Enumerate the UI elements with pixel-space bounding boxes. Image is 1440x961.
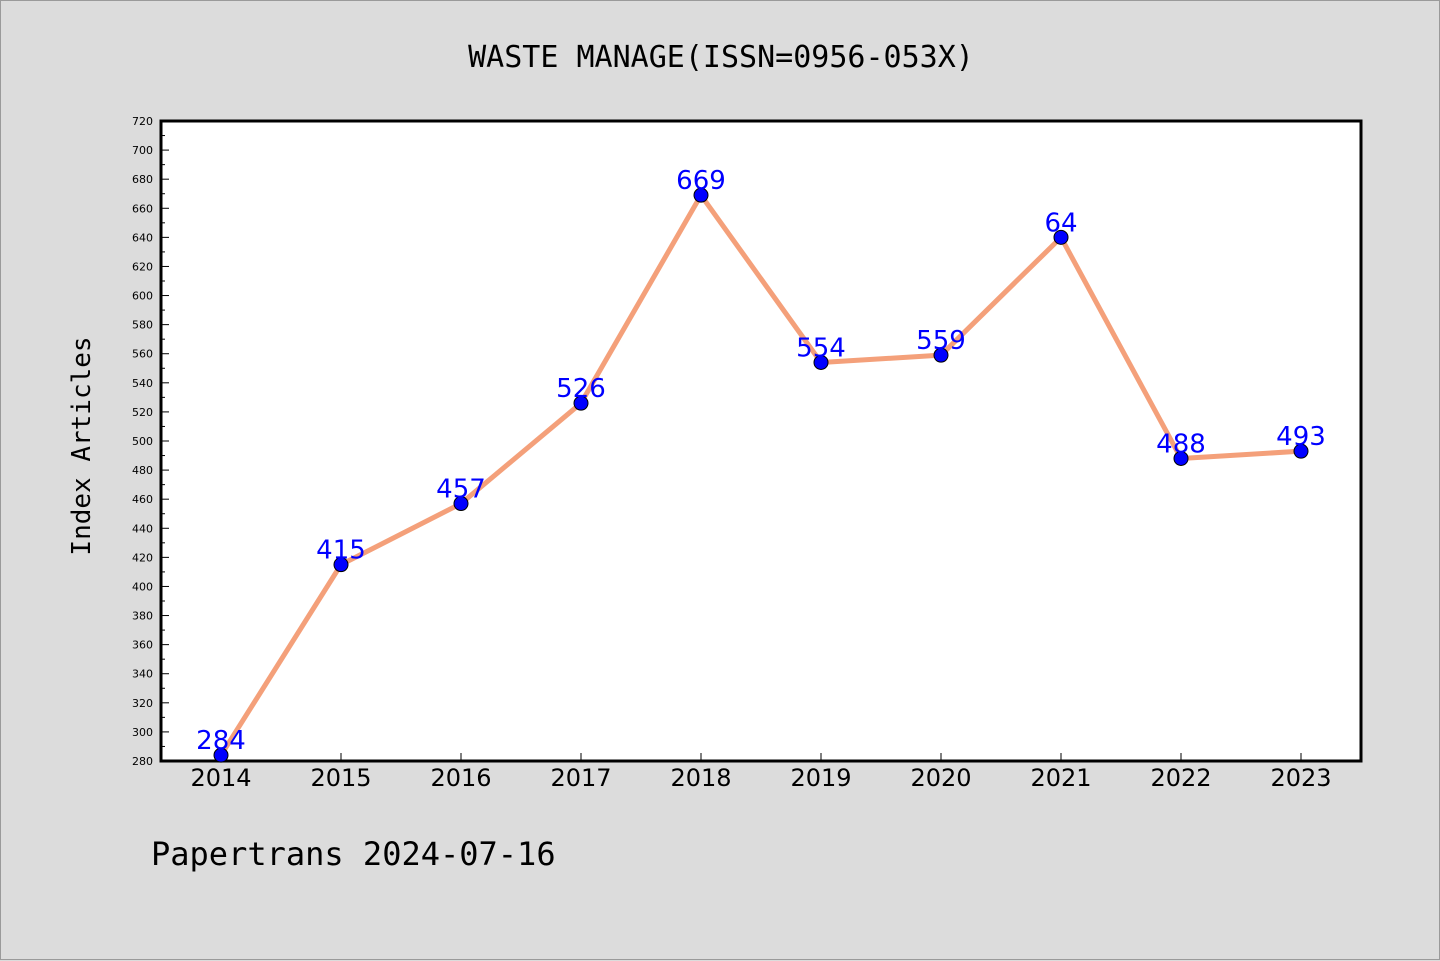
x-tick-label: 2015 <box>310 764 371 792</box>
data-label: 526 <box>556 374 606 404</box>
y-tick-label: 680 <box>132 173 153 186</box>
x-tick-label: 2014 <box>190 764 251 792</box>
y-tick-label: 580 <box>132 319 153 332</box>
y-tick-label: 420 <box>132 551 153 564</box>
data-point <box>693 187 709 203</box>
data-point <box>813 354 829 370</box>
y-tick-label: 500 <box>132 435 153 448</box>
data-point <box>1053 229 1069 245</box>
data-label: 559 <box>916 326 966 356</box>
y-tick-label: 280 <box>132 755 153 768</box>
data-label: 488 <box>1156 429 1206 459</box>
x-tick-label: 2021 <box>1030 764 1091 792</box>
y-tick-label: 720 <box>132 115 153 128</box>
y-tick-label: 480 <box>132 464 153 477</box>
y-axis: 280 300 320 340 360 380 400 420 440 460 480 500 520 5… <box>132 115 169 768</box>
data-point <box>453 496 469 512</box>
y-tick-label: 620 <box>132 260 153 273</box>
x-tick-label: 2022 <box>1150 764 1211 792</box>
data-point <box>333 557 349 573</box>
x-tick-label: 2023 <box>1270 764 1331 792</box>
y-tick-label: 560 <box>132 348 153 361</box>
x-tick-label: 2016 <box>430 764 491 792</box>
data-label: 554 <box>796 333 846 363</box>
data-point <box>1293 443 1309 459</box>
data-point <box>213 747 229 763</box>
data-point <box>1173 450 1189 466</box>
series-layer <box>213 187 1309 763</box>
y-tick-label: 340 <box>132 668 153 681</box>
y-tick-label: 540 <box>132 377 153 390</box>
x-axis: 2014 2015 2016 2017 2018 2019 2020 2021 2022 2023 <box>190 753 1332 792</box>
footer-credit: Papertrans 2024-07-16 <box>151 835 556 873</box>
x-tick-label: 2020 <box>910 764 971 792</box>
y-tick-label: 660 <box>132 202 153 215</box>
data-label: 284 <box>196 726 246 756</box>
y-tick-label: 700 <box>132 144 153 157</box>
data-label: 64 <box>1044 208 1077 238</box>
y-tick-label: 600 <box>132 290 153 303</box>
y-tick-label: 300 <box>132 726 153 739</box>
y-tick-label: 640 <box>132 231 153 244</box>
data-label: 415 <box>316 536 366 566</box>
y-tick-label: 520 <box>132 406 153 419</box>
data-point <box>573 395 589 411</box>
data-label: 457 <box>436 475 486 505</box>
data-label: 493 <box>1276 422 1326 452</box>
series-line <box>218 192 1302 757</box>
y-tick-label: 400 <box>132 580 153 593</box>
data-label: 669 <box>676 166 726 196</box>
y-axis-label: Index Articles <box>67 336 97 555</box>
plot-area <box>159 119 1363 763</box>
y-tick-label: 460 <box>132 493 153 506</box>
y-tick-label: 440 <box>132 522 153 535</box>
x-tick-label: 2019 <box>790 764 851 792</box>
data-point <box>933 347 949 363</box>
x-tick-label: 2017 <box>550 764 611 792</box>
y-tick-label: 360 <box>132 639 153 652</box>
y-tick-label: 380 <box>132 610 153 623</box>
data-label-layer: 284 415 457 526 669 554 559 64 488 493 <box>196 166 1326 756</box>
y-tick-label: 320 <box>132 697 153 710</box>
chart-title: WASTE MANAGE(ISSN=0956-053X) <box>468 40 974 75</box>
x-tick-label: 2018 <box>670 764 731 792</box>
